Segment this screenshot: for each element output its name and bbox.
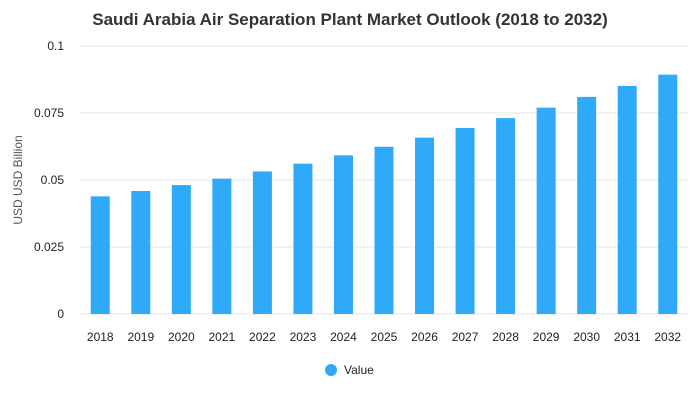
x-tick-label: 2029 [533, 330, 560, 344]
bar-2020[interactable] [171, 185, 191, 314]
x-tick-label: 2019 [127, 330, 154, 344]
y-tick-label: 0.025 [34, 240, 64, 254]
y-axis-title: USD USD Billion [11, 135, 25, 224]
bar-2029[interactable] [536, 107, 556, 314]
bar-2022[interactable] [252, 171, 272, 314]
x-tick-label: 2018 [87, 330, 114, 344]
x-tick-label: 2020 [168, 330, 195, 344]
bar-2019[interactable] [131, 190, 151, 314]
bar-2028[interactable] [496, 118, 516, 314]
bar-2021[interactable] [212, 178, 232, 314]
x-tick-label: 2023 [290, 330, 317, 344]
x-tick-label: 2024 [330, 330, 357, 344]
x-tick-label: 2030 [573, 330, 600, 344]
bar-2032[interactable] [658, 74, 678, 315]
bar-2018[interactable] [90, 196, 110, 314]
bar-2031[interactable] [617, 85, 637, 314]
y-tick-label: 0.1 [47, 39, 64, 53]
x-tick-label: 2027 [452, 330, 479, 344]
legend[interactable]: Value [325, 363, 374, 377]
x-tick-label: 2021 [209, 330, 236, 344]
x-axis-ticks: 2018 2019 2020 2021 2022 2023 2024 2025 2026 2027… [87, 330, 681, 344]
bar-2026[interactable] [415, 137, 435, 314]
legend-swatch-value [325, 364, 337, 376]
x-tick-label: 2032 [654, 330, 681, 344]
bar-2024[interactable] [333, 155, 353, 314]
x-tick-label: 2025 [371, 330, 398, 344]
bar-2023[interactable] [293, 163, 313, 314]
x-tick-label: 2022 [249, 330, 276, 344]
bars-layer [90, 74, 678, 315]
y-axis-ticks: 0 0.025 0.05 0.075 0.1 [34, 39, 64, 321]
legend-label-value: Value [344, 363, 374, 377]
x-tick-label: 2026 [411, 330, 438, 344]
chart-title: Saudi Arabia Air Separation Plant Market… [92, 10, 608, 29]
y-tick-label: 0.05 [41, 173, 65, 187]
y-tick-label: 0.075 [34, 106, 64, 120]
bar-2025[interactable] [374, 146, 394, 314]
bar-2027[interactable] [455, 128, 475, 314]
y-tick-label: 0 [57, 307, 64, 321]
bar-2030[interactable] [577, 96, 597, 314]
x-tick-label: 2028 [492, 330, 519, 344]
x-tick-label: 2031 [614, 330, 641, 344]
